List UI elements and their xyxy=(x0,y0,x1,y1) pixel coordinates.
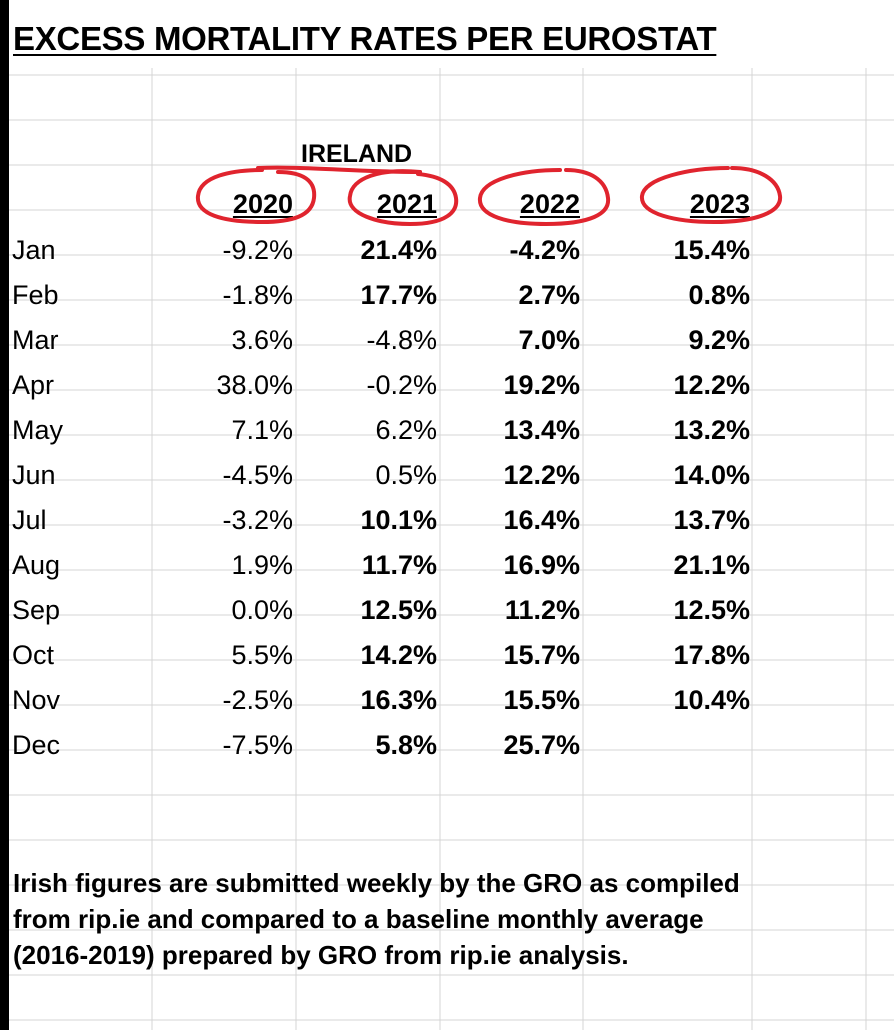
table-cell: 13.2% xyxy=(673,415,750,445)
table-cell: 7.1% xyxy=(231,415,293,445)
table-cell: 15.4% xyxy=(673,235,750,265)
table-cell: -9.2% xyxy=(222,235,293,265)
month-label: Jun xyxy=(12,460,56,490)
table-cell: 11.7% xyxy=(361,550,437,580)
table-cell: 12.2% xyxy=(673,370,750,400)
month-label: Dec xyxy=(12,730,61,760)
table-cell: 16.4% xyxy=(503,505,580,535)
country-label: IRELAND xyxy=(301,140,413,168)
table-cell: 38.0% xyxy=(216,370,293,400)
table-cell: 5.5% xyxy=(231,640,293,670)
table-cell: 16.9% xyxy=(503,550,580,580)
month-label: Mar xyxy=(12,325,59,355)
table-cell: -4.2% xyxy=(509,235,580,265)
month-label: Jan xyxy=(12,235,56,265)
table-cell: 0.8% xyxy=(688,280,750,310)
table-cell: 14.0% xyxy=(673,460,750,490)
table-cell: 12.5% xyxy=(673,595,750,625)
table-cell: -0.2% xyxy=(366,370,437,400)
month-label: Nov xyxy=(12,685,61,715)
table-cell: 9.2% xyxy=(688,325,750,355)
table-cell: 1.9% xyxy=(231,550,293,580)
table-cell: 14.2% xyxy=(360,640,437,670)
month-label: Feb xyxy=(12,280,59,310)
column-header-2020: 2020 xyxy=(232,189,293,219)
table-cell: 25.7% xyxy=(503,730,580,760)
table-cell: 12.2% xyxy=(503,460,580,490)
table-cell: 13.7% xyxy=(673,505,750,535)
left-border xyxy=(0,0,9,1030)
table-cell: 12.5% xyxy=(360,595,437,625)
table-cell: 5.8% xyxy=(375,730,437,760)
table-cell: 13.4% xyxy=(503,415,580,445)
table-cell: 10.4% xyxy=(673,685,750,715)
table-cell: -1.8% xyxy=(222,280,293,310)
table-cell: 19.2% xyxy=(503,370,580,400)
footnote: Irish figures are submitted weekly by th… xyxy=(13,865,873,973)
table-cell: 21.4% xyxy=(360,235,437,265)
column-header-2023: 2023 xyxy=(689,189,750,219)
month-label: Jul xyxy=(12,505,47,535)
table-cell: -4.8% xyxy=(366,325,437,355)
table-cell: 11.2% xyxy=(504,595,580,625)
page-title: EXCESS MORTALITY RATES PER EUROSTAT xyxy=(13,20,717,57)
month-label: Sep xyxy=(12,595,61,625)
footnote-line: Irish figures are submitted weekly by th… xyxy=(13,868,740,898)
month-label: Aug xyxy=(12,550,61,580)
table-cell: 17.8% xyxy=(673,640,750,670)
footnote-line: from rip.ie and compared to a baseline m… xyxy=(13,904,704,934)
table-cell: 0.5% xyxy=(375,460,437,490)
table-cell: 15.5% xyxy=(503,685,580,715)
column-header-2021: 2021 xyxy=(376,189,437,219)
table-cell: 10.1% xyxy=(360,505,437,535)
table-cell: -2.5% xyxy=(222,685,293,715)
table-cell: 2.7% xyxy=(518,280,580,310)
table-cell: -4.5% xyxy=(222,460,293,490)
column-header-2022: 2022 xyxy=(519,189,580,219)
footnote-line: (2016-2019) prepared by GRO from rip.ie … xyxy=(13,940,629,970)
table-cell: 16.3% xyxy=(360,685,437,715)
month-label: Apr xyxy=(12,370,55,400)
table-cell: -7.5% xyxy=(222,730,293,760)
month-label: Oct xyxy=(12,640,55,670)
month-label: May xyxy=(12,415,64,445)
table-cell: -3.2% xyxy=(222,505,293,535)
table-cell: 15.7% xyxy=(503,640,580,670)
table-cell: 0.0% xyxy=(231,595,293,625)
table-cell: 21.1% xyxy=(673,550,750,580)
table-cell: 17.7% xyxy=(360,280,437,310)
table-cell: 7.0% xyxy=(518,325,580,355)
table-cell: 6.2% xyxy=(375,415,437,445)
table-cell: 3.6% xyxy=(231,325,293,355)
